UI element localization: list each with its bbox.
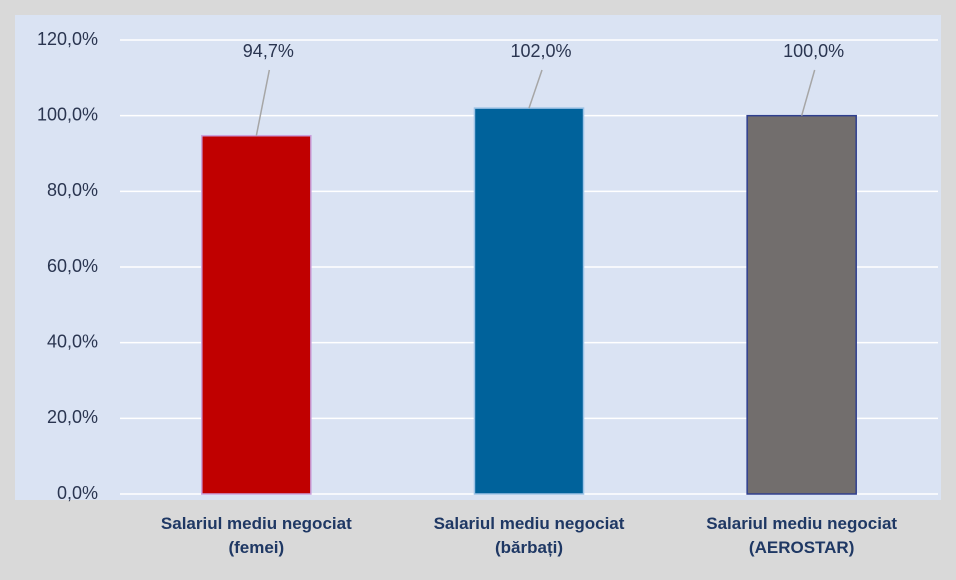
y-tick-label: 80,0% (47, 180, 98, 200)
leader-line (800, 69, 816, 116)
y-tick-label: 40,0% (47, 331, 98, 351)
data-label: 100,0% (783, 41, 844, 61)
x-tick-label: Salariul mediu negociat (AEROSTAR) (706, 514, 898, 557)
data-label: 94,7% (243, 41, 294, 61)
y-tick-label: 100,0% (37, 104, 98, 124)
bar (746, 114, 857, 495)
x-tick-label: Salariul mediu negociat (bărbați) (433, 514, 625, 557)
y-tick-label: 60,0% (47, 256, 98, 276)
leader-line (528, 69, 543, 109)
bar (201, 134, 312, 495)
leader-line (255, 69, 271, 136)
y-tick-label: 0,0% (57, 483, 98, 503)
data-label: 102,0% (510, 41, 571, 61)
x-tick-label: Salariul mediu negociat (femei) (160, 514, 352, 557)
y-tick-label: 120,0% (37, 29, 98, 49)
y-tick-label: 20,0% (47, 407, 98, 427)
bar (473, 107, 585, 495)
